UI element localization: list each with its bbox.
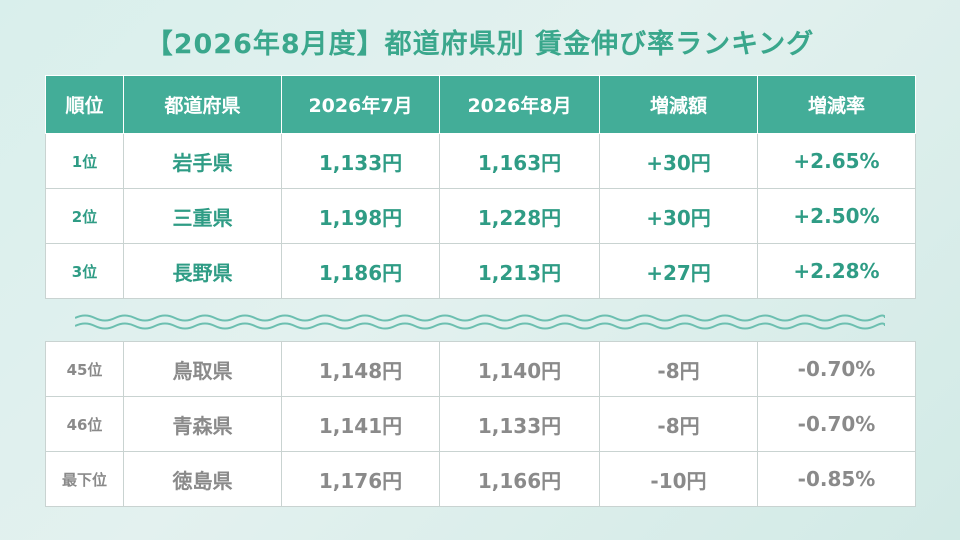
table-row: 46位 青森県 1,141円 1,133円 -8円 -0.70% xyxy=(45,396,916,452)
july-cell: 1,176円 xyxy=(281,451,440,507)
rate-cell: -0.70% xyxy=(757,396,916,452)
diff-cell: +30円 xyxy=(599,133,758,189)
diff-cell: +30円 xyxy=(599,188,758,244)
header-august: 2026年8月 xyxy=(439,75,600,134)
diff-cell: +27円 xyxy=(599,243,758,299)
table-row: 3位 長野県 1,186円 1,213円 +27円 +2.28% xyxy=(45,243,916,299)
wave-divider xyxy=(75,314,885,330)
prefecture-cell: 岩手県 xyxy=(123,133,282,189)
rate-cell: +2.50% xyxy=(757,188,916,244)
prefecture-cell: 鳥取県 xyxy=(123,341,282,397)
rate-cell: +2.65% xyxy=(757,133,916,189)
rank-cell: 最下位 xyxy=(45,451,124,507)
august-cell: 1,213円 xyxy=(439,243,600,299)
rate-cell: -0.85% xyxy=(757,451,916,507)
diff-cell: -8円 xyxy=(599,396,758,452)
header-july: 2026年7月 xyxy=(281,75,440,134)
table-row: 最下位 徳島県 1,176円 1,166円 -10円 -0.85% xyxy=(45,451,916,507)
header-prefecture: 都道府県 xyxy=(123,75,282,134)
rank-cell: 45位 xyxy=(45,341,124,397)
july-cell: 1,141円 xyxy=(281,396,440,452)
august-cell: 1,163円 xyxy=(439,133,600,189)
header-rate: 増減率 xyxy=(757,75,916,134)
july-cell: 1,198円 xyxy=(281,188,440,244)
table-row: 1位 岩手県 1,133円 1,163円 +30円 +2.65% xyxy=(45,133,916,189)
table-row: 45位 鳥取県 1,148円 1,140円 -8円 -0.70% xyxy=(45,341,916,397)
table-row: 2位 三重県 1,198円 1,228円 +30円 +2.50% xyxy=(45,188,916,244)
header-diff: 増減額 xyxy=(599,75,758,134)
rank-cell: 2位 xyxy=(45,188,124,244)
table-header-row: 順位 都道府県 2026年7月 2026年8月 増減額 増減率 xyxy=(45,75,916,134)
july-cell: 1,186円 xyxy=(281,243,440,299)
header-rank: 順位 xyxy=(45,75,124,134)
diff-cell: -8円 xyxy=(599,341,758,397)
rank-cell: 1位 xyxy=(45,133,124,189)
prefecture-cell: 長野県 xyxy=(123,243,282,299)
august-cell: 1,140円 xyxy=(439,341,600,397)
rate-cell: -0.70% xyxy=(757,341,916,397)
july-cell: 1,148円 xyxy=(281,341,440,397)
bottom-ranking-table: 45位 鳥取県 1,148円 1,140円 -8円 -0.70% 46位 青森県… xyxy=(45,341,916,507)
diff-cell: -10円 xyxy=(599,451,758,507)
august-cell: 1,228円 xyxy=(439,188,600,244)
prefecture-cell: 三重県 xyxy=(123,188,282,244)
top-ranking-table: 順位 都道府県 2026年7月 2026年8月 増減額 増減率 1位 岩手県 1… xyxy=(45,75,916,299)
july-cell: 1,133円 xyxy=(281,133,440,189)
page-title: 【2026年8月度】都道府県別 賃金伸び率ランキング xyxy=(145,29,815,60)
prefecture-cell: 徳島県 xyxy=(123,451,282,507)
august-cell: 1,166円 xyxy=(439,451,600,507)
august-cell: 1,133円 xyxy=(439,396,600,452)
prefecture-cell: 青森県 xyxy=(123,396,282,452)
rank-cell: 3位 xyxy=(45,243,124,299)
rate-cell: +2.28% xyxy=(757,243,916,299)
rank-cell: 46位 xyxy=(45,396,124,452)
